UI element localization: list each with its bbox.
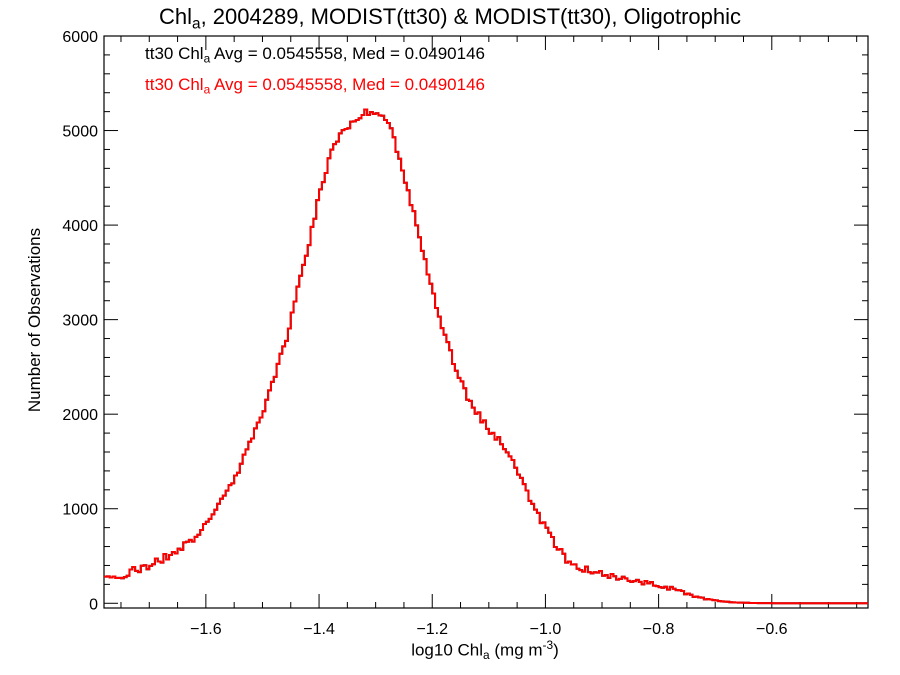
y-tick-label: 4000 — [62, 218, 98, 235]
x-tick-label: −1.4 — [303, 621, 335, 638]
x-tick-label: −1.0 — [530, 621, 562, 638]
y-tick-label: 3000 — [62, 313, 98, 330]
y-tick-label: 0 — [89, 596, 98, 613]
y-tick-label: 6000 — [62, 29, 98, 46]
x-tick-label: −0.8 — [643, 621, 675, 638]
x-tick-label: −1.6 — [190, 621, 222, 638]
y-axis-label: Number of Observations — [25, 227, 44, 413]
plot-frame — [103, 35, 869, 609]
y-tick-label: 1000 — [62, 502, 98, 519]
chart-title: Chla, 2004289, MODIST(tt30) & MODIST(tt3… — [159, 4, 741, 33]
y-tick-label: 2000 — [62, 407, 98, 424]
x-axis-label: log10 Chla (mg m-3) — [411, 638, 559, 663]
histogram-series-black — [104, 108, 868, 605]
stats-annotation-red: tt30 Chla Avg = 0.0545558, Med = 0.04901… — [145, 75, 485, 97]
y-tick-label: 5000 — [62, 124, 98, 141]
x-tick-label: −1.2 — [416, 621, 448, 638]
stats-annotation-black: tt30 Chla Avg = 0.0545558, Med = 0.04901… — [145, 44, 485, 66]
x-tick-label: −0.6 — [756, 621, 788, 638]
histogram-series-red — [104, 108, 868, 605]
